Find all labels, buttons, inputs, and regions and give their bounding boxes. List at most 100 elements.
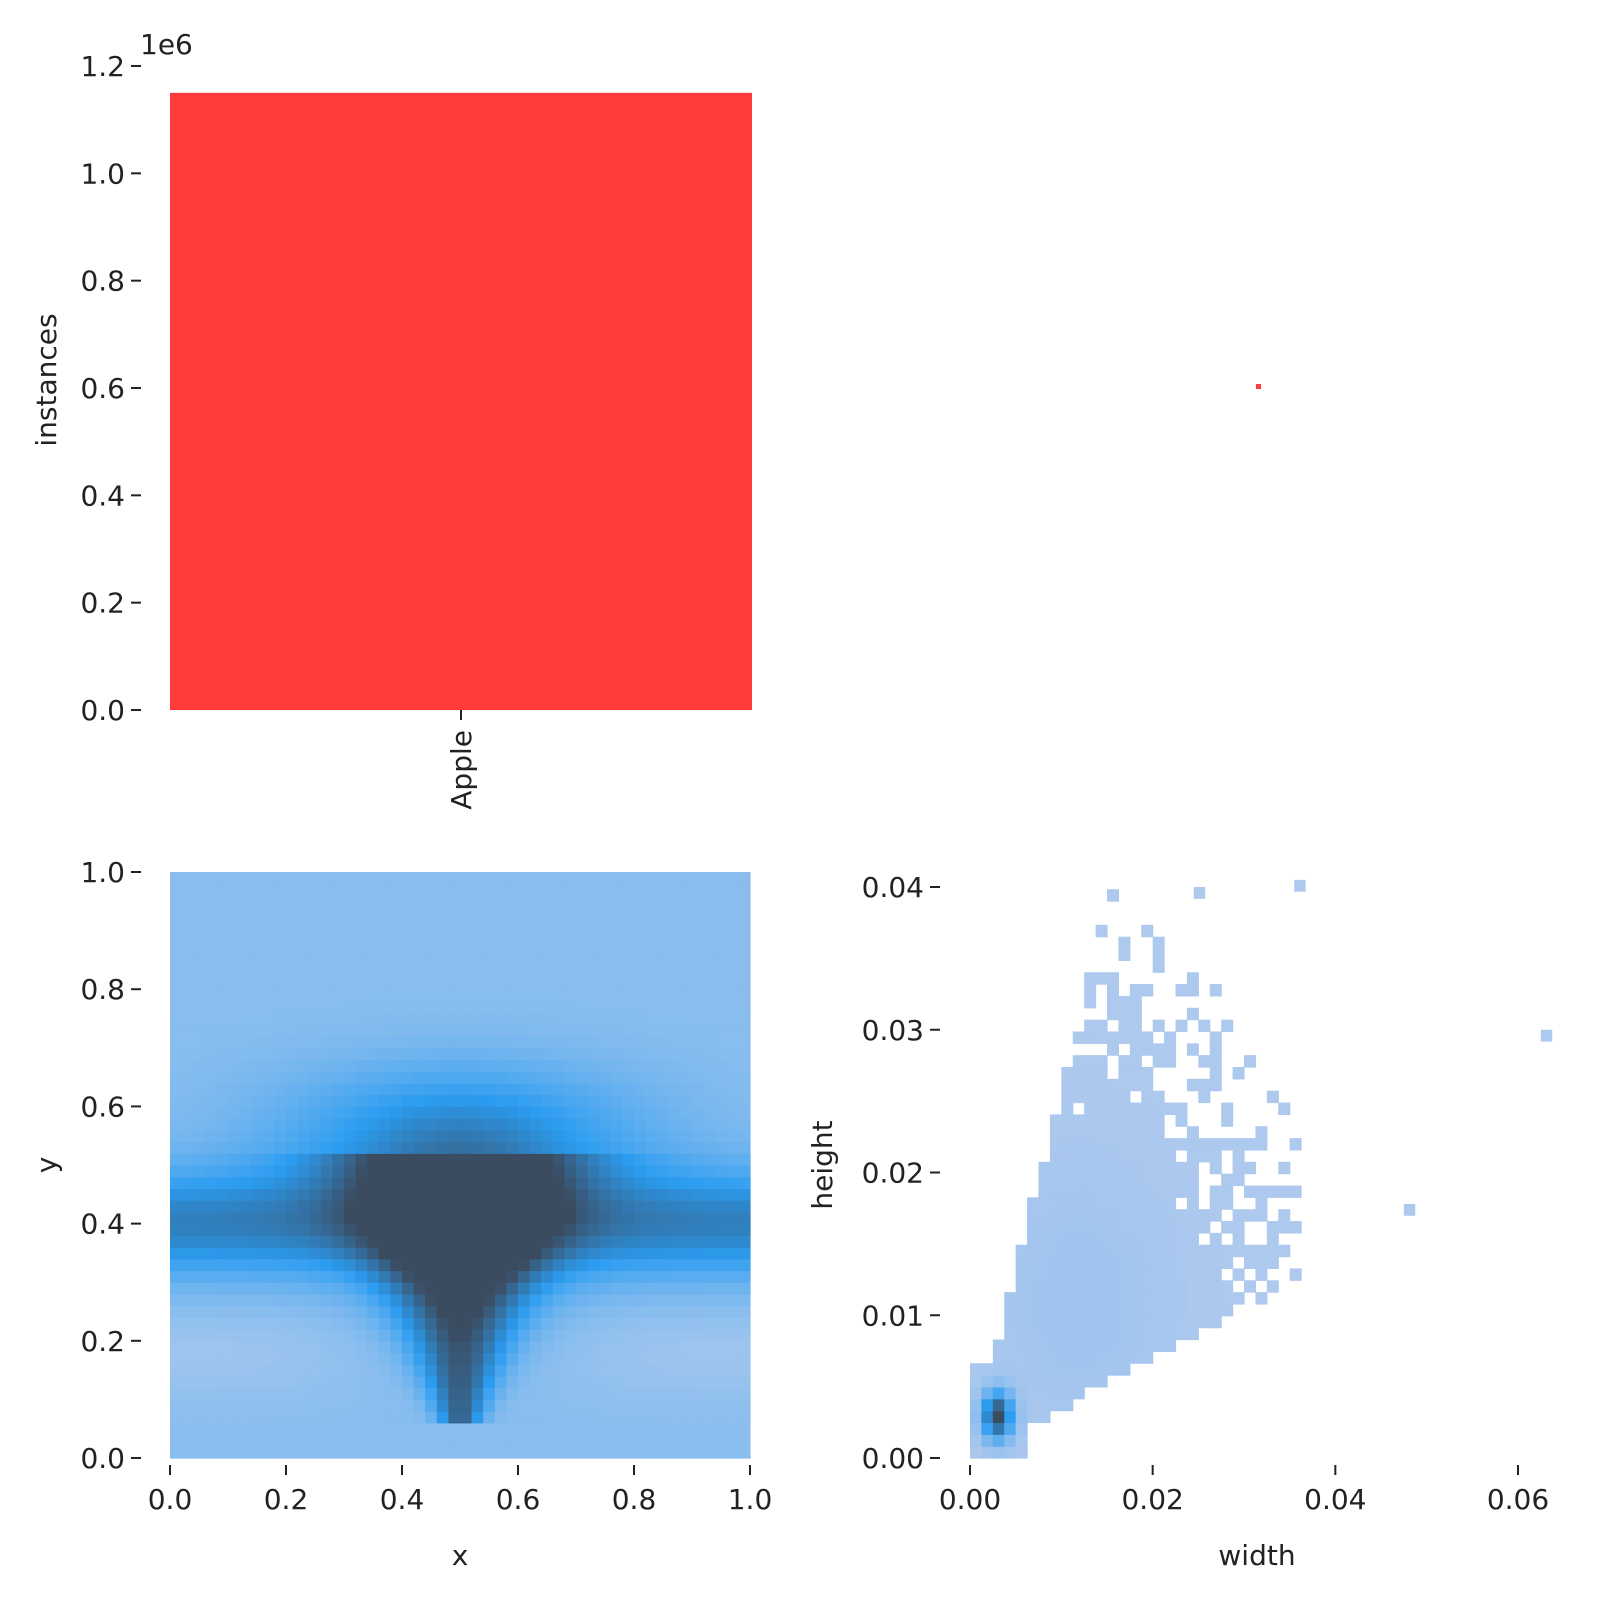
heat-cell — [320, 1399, 333, 1412]
heat-cell — [576, 1129, 589, 1143]
heat-cell — [1129, 1019, 1142, 1033]
heat-cell — [239, 1165, 252, 1178]
heat-cell — [332, 1106, 345, 1119]
heat-cell — [286, 1293, 299, 1307]
heat-cell — [1049, 1315, 1062, 1329]
heat-cell — [645, 954, 658, 967]
y-axis-label: height — [806, 1120, 839, 1209]
heat-cell — [506, 1270, 519, 1283]
heat-cell — [1095, 1031, 1108, 1044]
heat-cell — [1049, 1232, 1062, 1246]
heat-cell — [228, 1282, 241, 1295]
heat-cell — [1141, 1126, 1154, 1139]
heat-cell — [1061, 1292, 1074, 1305]
heat-cell — [645, 1387, 658, 1400]
heat-cell — [634, 977, 647, 990]
heat-cell — [1084, 1019, 1097, 1033]
heat-cell — [460, 1375, 473, 1389]
heat-cell — [1186, 1268, 1199, 1281]
heat-cell — [355, 918, 368, 932]
heat-cell — [367, 1387, 380, 1400]
heat-cell — [1049, 1303, 1062, 1317]
heat-cell — [181, 1012, 194, 1025]
heat-cell — [992, 1375, 1005, 1388]
heat-cell — [367, 1071, 380, 1084]
heat-cell — [541, 1235, 554, 1248]
heat-cell — [320, 1223, 333, 1236]
heat-cell — [355, 1118, 368, 1131]
heat-cell — [344, 977, 357, 990]
heat-cell — [529, 1293, 542, 1307]
heat-cell — [610, 1012, 623, 1025]
heat-cell — [1095, 1339, 1108, 1352]
heat-cell — [703, 942, 716, 955]
heat-cell — [344, 1129, 357, 1143]
heat-cell — [1084, 1244, 1097, 1258]
heat-cell — [587, 954, 600, 967]
heat-cell — [1084, 1055, 1097, 1068]
heat-cell — [494, 1047, 507, 1061]
heat-cell — [715, 872, 728, 885]
heat-cell — [262, 1000, 275, 1014]
heat-cell — [239, 1387, 252, 1400]
heat-cell — [262, 1211, 275, 1225]
heat-cell — [262, 1317, 275, 1330]
heat-cell — [1152, 1114, 1165, 1127]
heat-cell — [367, 954, 380, 967]
heat-cell — [216, 1340, 229, 1354]
heat-cell — [378, 1411, 391, 1424]
heat-cell — [657, 989, 670, 1002]
heat-cell — [1107, 1327, 1120, 1341]
heat-cell — [367, 1340, 380, 1354]
heat-cell — [587, 989, 600, 1002]
heat-cell — [332, 1071, 345, 1084]
heat-cell — [645, 1082, 658, 1096]
heat-cell — [668, 1411, 681, 1424]
heat-cell — [344, 1165, 357, 1178]
heat-cell — [460, 1305, 473, 1318]
heat-cell — [692, 1270, 705, 1283]
heat-cell — [483, 1059, 496, 1072]
heat-cell — [657, 1094, 670, 1107]
heat-cell — [320, 1211, 333, 1225]
heat-cell — [1175, 1232, 1188, 1246]
heat-cell — [390, 907, 403, 920]
heat-cell — [251, 1000, 264, 1014]
heat-cell — [1164, 1173, 1177, 1187]
heat-cell — [193, 1153, 206, 1166]
heat-cell — [204, 1293, 217, 1307]
heat-cell — [402, 930, 415, 943]
heat-cell — [413, 1012, 426, 1025]
heat-cell — [680, 918, 693, 932]
heat-cell — [1129, 1185, 1142, 1198]
heat-cell — [1084, 1327, 1097, 1341]
heat-cell — [413, 883, 426, 897]
heat-cell — [297, 1188, 310, 1201]
heat-cell — [309, 1329, 322, 1342]
heat-cell — [715, 1047, 728, 1061]
heat-cell — [518, 1141, 531, 1154]
heat-cell — [1061, 1268, 1074, 1281]
heat-cell — [726, 1000, 739, 1014]
heat-cell — [738, 1235, 751, 1248]
heat-cell — [1232, 1244, 1245, 1258]
heat-cell — [726, 1317, 739, 1330]
heat-cell — [494, 1000, 507, 1014]
heat-cell — [471, 1305, 484, 1318]
heat-cell — [587, 1024, 600, 1037]
heat-cell — [193, 1165, 206, 1178]
heat-cell — [1038, 1173, 1051, 1187]
heat-cell — [715, 1153, 728, 1166]
heat-cell — [332, 954, 345, 967]
heat-cell — [193, 965, 206, 979]
heat-cell — [715, 1211, 728, 1225]
heat-cell — [228, 1165, 241, 1178]
heat-cell — [1141, 1244, 1154, 1258]
heat-cell — [529, 1188, 542, 1201]
heat-cell — [634, 1247, 647, 1260]
heat-cell — [738, 1165, 751, 1178]
heat-cell — [726, 1036, 739, 1049]
heat-cell — [239, 1211, 252, 1225]
heat-cell — [413, 1188, 426, 1201]
heat-cell — [309, 907, 322, 920]
